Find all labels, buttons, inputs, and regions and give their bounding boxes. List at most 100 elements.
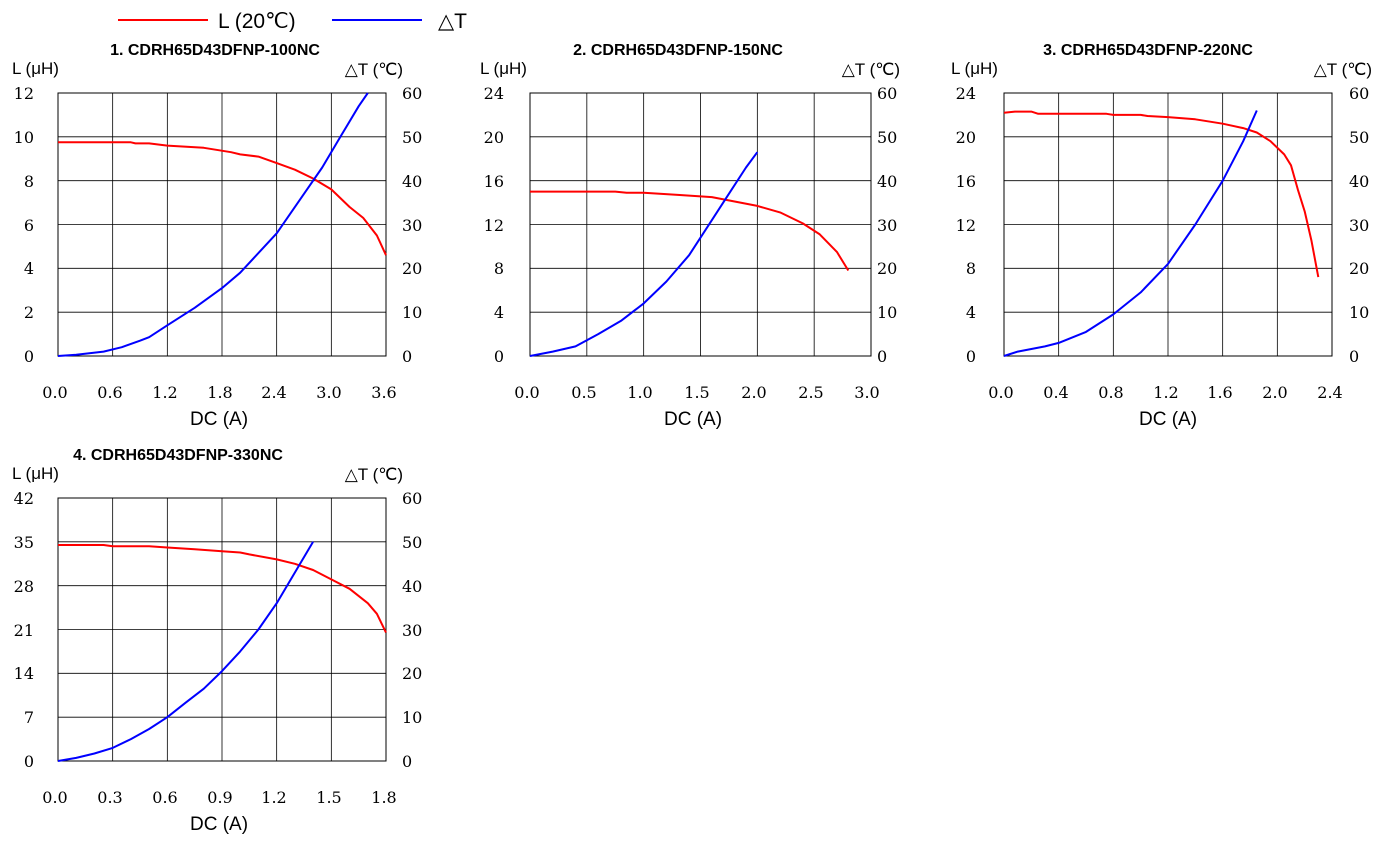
chart-4-x-ticks: 0.0 0.3 0.6 0.9 1.2 1.5 1.8 (42, 788, 396, 807)
chart-1-svg: 1. CDRH65D43DFNP-100NC L (μH) △T (℃) 0.0… (12, 42, 422, 430)
chart-1-right-axis-unit: △T (℃) (345, 60, 403, 79)
chart-2-y2-ticks: 0 10 20 30 40 50 60 (877, 84, 897, 366)
chart-2-y2-tick: 40 (877, 172, 897, 191)
chart-1-y-tick: 12 (14, 84, 34, 103)
chart-4-y-tick: 35 (14, 533, 34, 552)
chart-3-x-tick: 1.6 (1207, 383, 1232, 402)
chart-2-x-tick: 3.0 (854, 383, 879, 402)
chart-1-y-tick: 10 (14, 128, 34, 147)
chart-3-x-tick: 1.2 (1153, 383, 1178, 402)
chart-4-y2-tick: 10 (402, 708, 422, 727)
chart-2-y2-tick: 30 (877, 216, 897, 235)
chart-3-x-tick: 2.0 (1262, 383, 1287, 402)
chart-1-title: 1. CDRH65D43DFNP-100NC (110, 42, 320, 59)
chart-4-x-tick: 1.8 (371, 788, 396, 807)
chart-2-y-ticks: 0 4 8 12 16 20 24 (484, 84, 504, 366)
chart-panel-1: 1. CDRH65D43DFNP-100NC L (μH) △T (℃) 0.0… (0, 34, 460, 434)
chart-4-y2-tick: 40 (402, 577, 422, 596)
chart-1-y2-tick: 60 (402, 84, 422, 103)
chart-panel-4: 4. CDRH65D43DFNP-330NC L (μH) △T (℃) 0.0… (0, 439, 460, 839)
chart-1-y2-tick: 10 (402, 303, 422, 322)
chart-2-x-axis-label: DC (A) (664, 409, 722, 430)
chart-panel-3: 3. CDRH65D43DFNP-220NC L (μH) △T (℃) 0.0… (940, 34, 1375, 434)
chart-3-x-tick: 0.4 (1043, 383, 1068, 402)
chart-3-y2-tick: 20 (1349, 259, 1369, 278)
chart-3-x-tick: 0.0 (988, 383, 1013, 402)
chart-1-x-tick: 3.6 (371, 383, 396, 402)
chart-3-inductance-series-line (1003, 110, 1320, 278)
chart-1-x-tick: 1.2 (152, 383, 177, 402)
chart-2-right-axis-unit: △T (℃) (842, 60, 900, 79)
chart-4-x-tick: 0.9 (207, 788, 232, 807)
chart-2-y-tick: 0 (494, 347, 504, 366)
chart-1-y-ticks: 0 2 4 6 8 10 12 (14, 84, 34, 366)
chart-1-y-tick: 6 (24, 216, 34, 235)
legend-svg: L (20℃) △T (118, 10, 467, 33)
chart-2-y2-tick: 50 (877, 128, 897, 147)
chart-3-y2-tick: 0 (1349, 347, 1359, 366)
legend: L (20℃) △T (0, 0, 520, 33)
chart-4-y2-tick: 0 (402, 752, 412, 771)
chart-1-delta-t-series-line (57, 92, 369, 357)
chart-1-y2-ticks: 0 10 20 30 40 50 60 (402, 84, 422, 366)
chart-4-y-tick: 28 (14, 577, 34, 596)
chart-2-y2-tick: 0 (877, 347, 887, 366)
chart-2-x-tick: 2.5 (798, 383, 823, 402)
chart-4-delta-t-series-line (57, 541, 314, 762)
chart-1-left-axis-unit: L (μH) (12, 59, 59, 78)
chart-1-y-tick: 4 (24, 259, 34, 278)
chart-1-x-axis-label: DC (A) (190, 409, 248, 430)
chart-4-y2-tick: 60 (402, 489, 422, 508)
chart-1-y2-tick: 40 (402, 172, 422, 191)
chart-2-x-tick: 0.0 (514, 383, 539, 402)
chart-1-x-tick: 1.8 (207, 383, 232, 402)
chart-3-svg: 3. CDRH65D43DFNP-220NC L (μH) △T (℃) 0.0… (951, 42, 1372, 430)
chart-3-series (1003, 110, 1320, 357)
chart-1-y-tick: 8 (24, 172, 34, 191)
chart-3-delta-t-series-line (1003, 110, 1258, 357)
chart-2-y2-tick: 20 (877, 259, 897, 278)
chart-2-x-tick: 2.0 (741, 383, 766, 402)
chart-4-right-axis-unit: △T (℃) (345, 465, 403, 484)
chart-3-y-tick: 12 (956, 216, 976, 235)
chart-3-y2-tick: 10 (1349, 303, 1369, 322)
chart-4-y2-tick: 30 (402, 621, 422, 640)
chart-1-grid (58, 93, 386, 356)
chart-2-series (529, 151, 850, 357)
chart-4-y-tick: 42 (14, 489, 34, 508)
chart-1-x-tick: 0.0 (42, 383, 67, 402)
chart-2-inductance-series-line (530, 190, 850, 272)
chart-3-y2-tick: 60 (1349, 84, 1369, 103)
chart-4-y2-tick: 50 (402, 533, 422, 552)
chart-4-y2-tick: 20 (402, 664, 422, 683)
chart-3-x-ticks: 0.0 0.4 0.8 1.2 1.6 2.0 2.4 (988, 383, 1342, 402)
chart-2-y-tick: 12 (484, 216, 504, 235)
chart-3-y-tick: 24 (956, 84, 976, 103)
chart-3-y-ticks: 0 4 8 12 16 20 24 (956, 84, 976, 366)
chart-3-grid (1004, 93, 1332, 356)
chart-2-delta-t-series-line (529, 151, 759, 357)
chart-4-x-tick: 0.0 (42, 788, 67, 807)
chart-1-x-tick: 3.0 (316, 383, 341, 402)
chart-1-x-ticks: 0.0 0.6 1.2 1.8 2.4 3.0 3.6 (42, 383, 396, 402)
chart-4-y-tick: 7 (24, 708, 34, 727)
chart-4-x-tick: 1.5 (316, 788, 341, 807)
chart-2-y-tick: 8 (494, 259, 504, 278)
chart-3-x-axis-label: DC (A) (1139, 409, 1197, 430)
chart-4-y-ticks: 0 7 14 21 28 35 42 (14, 489, 34, 771)
chart-2-y-tick: 16 (484, 172, 504, 191)
chart-1-series (57, 92, 387, 357)
chart-4-svg: 4. CDRH65D43DFNP-330NC L (μH) △T (℃) 0.0… (12, 447, 422, 835)
chart-1-inductance-series-line (58, 141, 387, 256)
chart-2-x-ticks: 0.0 0.5 1.0 1.5 2.0 2.5 3.0 (514, 383, 879, 402)
chart-2-y-tick: 20 (484, 128, 504, 147)
chart-3-y2-tick: 40 (1349, 172, 1369, 191)
legend-dt-label: △T (438, 10, 467, 32)
chart-3-x-tick: 0.8 (1098, 383, 1123, 402)
chart-1-x-tick: 0.6 (97, 383, 122, 402)
chart-1-y2-tick: 50 (402, 128, 422, 147)
chart-4-y-tick: 21 (14, 621, 34, 640)
chart-3-y2-tick: 30 (1349, 216, 1369, 235)
legend-l-label: L (20℃) (218, 10, 296, 32)
chart-4-title: 4. CDRH65D43DFNP-330NC (73, 447, 283, 464)
